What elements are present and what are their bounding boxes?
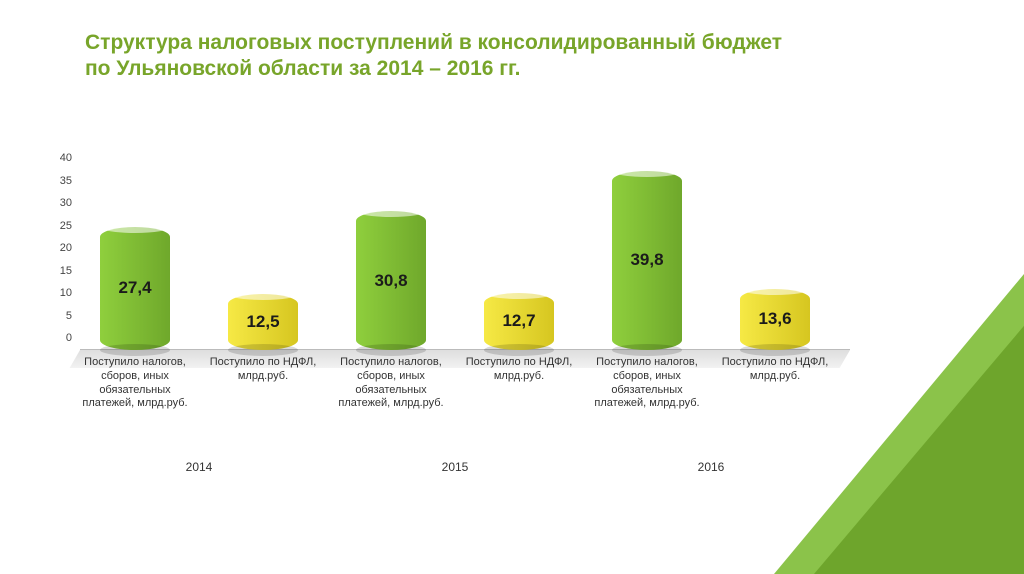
- bar-2015-taxes: 30,8: [356, 211, 426, 350]
- bar-cylinder: 12,5: [228, 294, 298, 350]
- plot-area: 27,4Поступило налогов, сборов, иных обяз…: [80, 170, 850, 350]
- y-tick: 30: [40, 197, 72, 209]
- bar-value-label: 12,5: [246, 312, 279, 332]
- y-axis: 0510152025303540: [40, 170, 76, 350]
- bar-cylinder: 39,8: [612, 171, 682, 350]
- tax-revenue-chart: 0510152025303540 27,4Поступило налогов, …: [40, 170, 860, 530]
- category-label: Поступило налогов, сборов, иных обязател…: [80, 356, 190, 411]
- bar-2014-ndfl: 12,5: [228, 294, 298, 350]
- bar-2014-taxes: 27,4: [100, 227, 170, 350]
- year-label: 2015: [355, 460, 555, 474]
- y-tick: 35: [40, 175, 72, 187]
- y-tick: 5: [40, 310, 72, 322]
- bar-value-label: 12,7: [502, 311, 535, 331]
- bar-2016-taxes: 39,8: [612, 171, 682, 350]
- bar-2015-ndfl: 12,7: [484, 293, 554, 350]
- y-tick: 25: [40, 220, 72, 232]
- bar-cylinder: 12,7: [484, 293, 554, 350]
- category-label: Поступило налогов, сборов, иных обязател…: [592, 356, 702, 411]
- bar-cylinder: 30,8: [356, 211, 426, 350]
- chart-title: Структура налоговых поступлений в консол…: [85, 30, 805, 83]
- bar-cylinder: 27,4: [100, 227, 170, 350]
- y-tick: 15: [40, 265, 72, 277]
- y-tick: 20: [40, 242, 72, 254]
- category-label: Поступило по НДФЛ, млрд.руб.: [464, 356, 574, 384]
- y-tick: 10: [40, 287, 72, 299]
- bar-value-label: 27,4: [118, 278, 151, 298]
- chart-baseline: [80, 349, 850, 350]
- category-label: Поступило по НДФЛ, млрд.руб.: [208, 356, 318, 384]
- y-tick: 0: [40, 332, 72, 344]
- y-tick: 40: [40, 152, 72, 164]
- bar-value-label: 30,8: [374, 271, 407, 291]
- bar-value-label: 39,8: [630, 250, 663, 270]
- category-label: Поступило налогов, сборов, иных обязател…: [336, 356, 446, 411]
- year-label: 2014: [99, 460, 299, 474]
- decorative-corner: [774, 274, 1024, 574]
